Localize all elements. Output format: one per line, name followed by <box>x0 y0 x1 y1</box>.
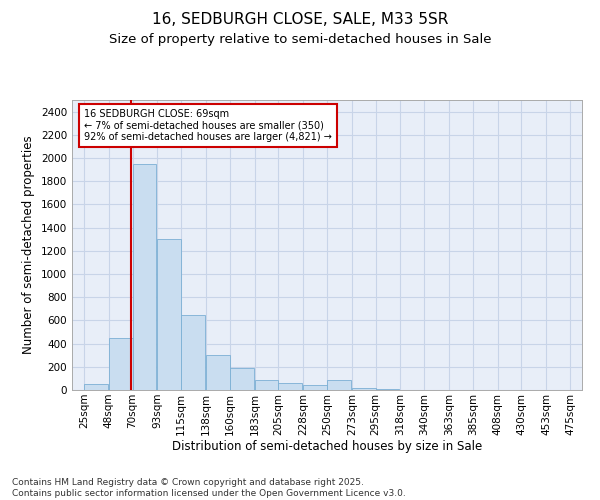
Text: Contains HM Land Registry data © Crown copyright and database right 2025.
Contai: Contains HM Land Registry data © Crown c… <box>12 478 406 498</box>
Bar <box>181 314 205 390</box>
Bar <box>352 388 376 390</box>
Bar <box>327 380 351 390</box>
Y-axis label: Number of semi-detached properties: Number of semi-detached properties <box>22 136 35 354</box>
Bar <box>109 338 133 390</box>
Bar <box>230 368 254 390</box>
Bar <box>254 380 278 390</box>
Bar <box>84 384 107 390</box>
Text: Distribution of semi-detached houses by size in Sale: Distribution of semi-detached houses by … <box>172 440 482 453</box>
Bar <box>157 239 181 390</box>
Bar <box>206 355 230 390</box>
Text: 16 SEDBURGH CLOSE: 69sqm
← 7% of semi-detached houses are smaller (350)
92% of s: 16 SEDBURGH CLOSE: 69sqm ← 7% of semi-de… <box>84 110 332 142</box>
Bar <box>133 164 156 390</box>
Text: Size of property relative to semi-detached houses in Sale: Size of property relative to semi-detach… <box>109 32 491 46</box>
Bar <box>303 386 327 390</box>
Bar <box>278 383 302 390</box>
Text: 16, SEDBURGH CLOSE, SALE, M33 5SR: 16, SEDBURGH CLOSE, SALE, M33 5SR <box>152 12 448 28</box>
